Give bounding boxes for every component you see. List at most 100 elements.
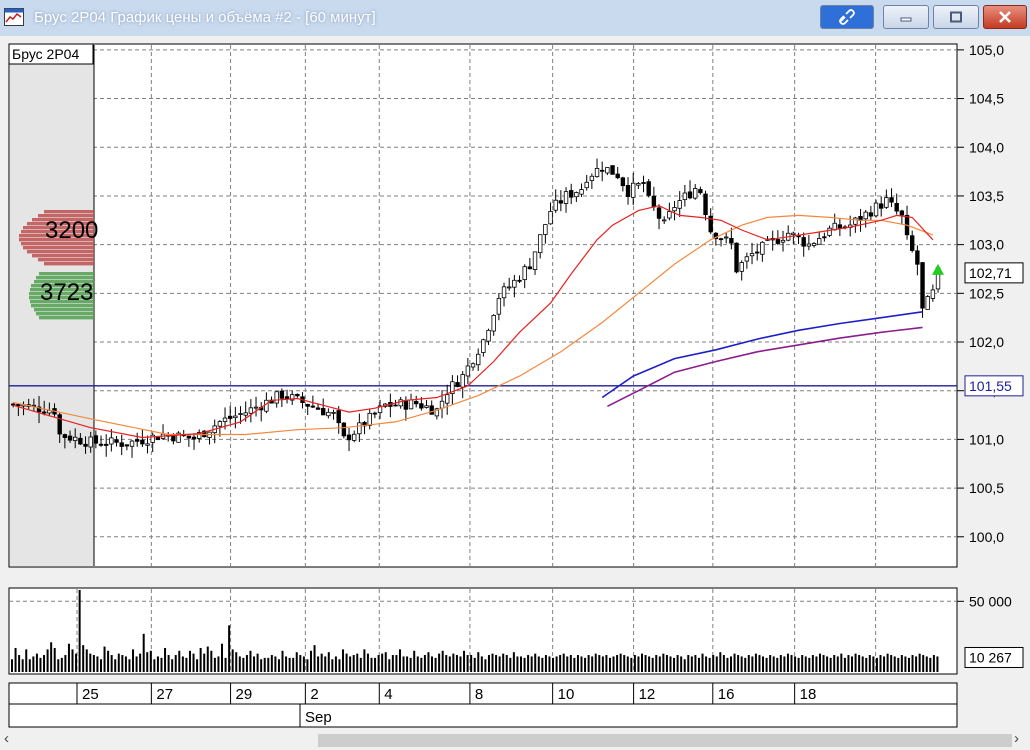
- candle-body: [662, 219, 667, 222]
- profile-bar-red: [21, 242, 94, 246]
- candle-body: [109, 437, 114, 445]
- price-tick-label: 103,0: [969, 237, 1004, 253]
- candle-body: [486, 329, 491, 342]
- date-label: 25: [82, 686, 99, 703]
- date-label: 16: [718, 686, 735, 703]
- volume-bars: [11, 590, 939, 672]
- last-price-arrow-icon: [932, 263, 944, 275]
- candle-body: [398, 399, 403, 407]
- candle-body: [589, 175, 595, 181]
- level-price-label: 101,55: [969, 378, 1012, 394]
- candle-body: [73, 436, 78, 441]
- profile-bar-red: [19, 238, 94, 242]
- candle-body: [915, 250, 920, 265]
- candle-body: [481, 339, 486, 353]
- candle-body: [253, 406, 259, 409]
- candle-body: [279, 390, 285, 399]
- scroll-left-icon[interactable]: ‹: [4, 730, 9, 747]
- instrument-label: Брус 2P04: [12, 46, 79, 62]
- candle-body: [553, 199, 558, 211]
- month-label: Sep: [305, 709, 332, 726]
- candle-body: [879, 203, 884, 209]
- candle-body: [372, 412, 378, 415]
- candle-body: [925, 296, 930, 310]
- candle-body: [558, 200, 564, 204]
- candle-body: [176, 432, 181, 443]
- candle-body: [780, 239, 786, 243]
- candle-body: [610, 165, 615, 175]
- candle-body: [460, 374, 465, 388]
- candle-body: [238, 413, 243, 415]
- candle-body: [600, 169, 605, 172]
- candle-body: [10, 403, 16, 406]
- candle-body: [512, 279, 517, 288]
- profile-bar-green: [31, 304, 94, 308]
- last-volume-label: 10 267: [969, 649, 1012, 665]
- candle-body: [698, 189, 703, 194]
- link-button[interactable]: [820, 5, 874, 29]
- candle-body: [408, 399, 414, 410]
- candle-body: [88, 436, 93, 448]
- candle-body: [755, 251, 760, 254]
- candle-body: [527, 266, 533, 270]
- candle-body: [134, 439, 140, 442]
- minimize-button[interactable]: [883, 5, 929, 29]
- profile-bar-red: [27, 222, 94, 226]
- candle-body: [625, 185, 631, 197]
- ma-blue-line: [601, 311, 923, 399]
- profile-bar-green: [30, 288, 94, 292]
- candle-body: [419, 403, 424, 409]
- candle-body: [264, 399, 269, 412]
- candle-body: [186, 435, 192, 439]
- last-price-label: 102,71: [969, 265, 1012, 281]
- candle-body: [284, 396, 290, 400]
- candle-body: [646, 181, 651, 196]
- candle-body: [496, 298, 502, 315]
- profile-bar-red: [38, 258, 94, 262]
- candle-body: [191, 436, 197, 440]
- date-label: 27: [156, 686, 173, 703]
- candle-body: [57, 414, 62, 435]
- candle-body: [42, 411, 47, 414]
- profile-bar-green: [29, 292, 94, 296]
- candle-body: [563, 191, 569, 204]
- candle-body: [119, 442, 124, 447]
- candle-body: [641, 182, 646, 184]
- candle-body: [631, 182, 636, 198]
- candle-body: [693, 188, 698, 199]
- price-tick-label: 101,0: [969, 431, 1004, 447]
- last-price-box: [964, 262, 1024, 284]
- volume-axis: 50 000 10 267: [957, 593, 1024, 668]
- scroll-right-icon[interactable]: ›: [1014, 730, 1019, 747]
- candle-body: [517, 279, 522, 282]
- candle-body: [475, 353, 481, 366]
- ma-slow-line: [13, 214, 934, 436]
- profile-label-bottom: 3723: [40, 279, 93, 306]
- candle-body: [196, 432, 202, 439]
- candle-body: [703, 193, 708, 216]
- candle-body: [739, 262, 744, 272]
- maximize-button[interactable]: [933, 5, 979, 29]
- scrollbar-thumb[interactable]: [318, 734, 1012, 747]
- candle-body: [36, 406, 42, 413]
- profile-bar-red: [44, 210, 94, 214]
- profile-bar-red: [38, 214, 94, 218]
- instrument-label-box: [8, 43, 94, 65]
- window-title: Брус 2P04 График цены и объёма #2 - [60 …: [34, 9, 376, 26]
- candle-body: [155, 436, 161, 441]
- candle-body: [98, 443, 104, 446]
- candle-body: [667, 211, 672, 219]
- candle-body: [687, 191, 693, 199]
- candle-body: [274, 391, 279, 404]
- profile-bar-red: [21, 230, 94, 234]
- candle-body: [672, 207, 677, 212]
- candle-body: [470, 363, 476, 368]
- candle-body: [682, 192, 688, 201]
- candle-body: [620, 177, 626, 187]
- close-button[interactable]: [983, 5, 1027, 29]
- close-icon: [999, 11, 1011, 23]
- price-tick-label: 103,5: [969, 188, 1004, 204]
- candle-body: [439, 400, 445, 409]
- candle-body: [331, 411, 336, 414]
